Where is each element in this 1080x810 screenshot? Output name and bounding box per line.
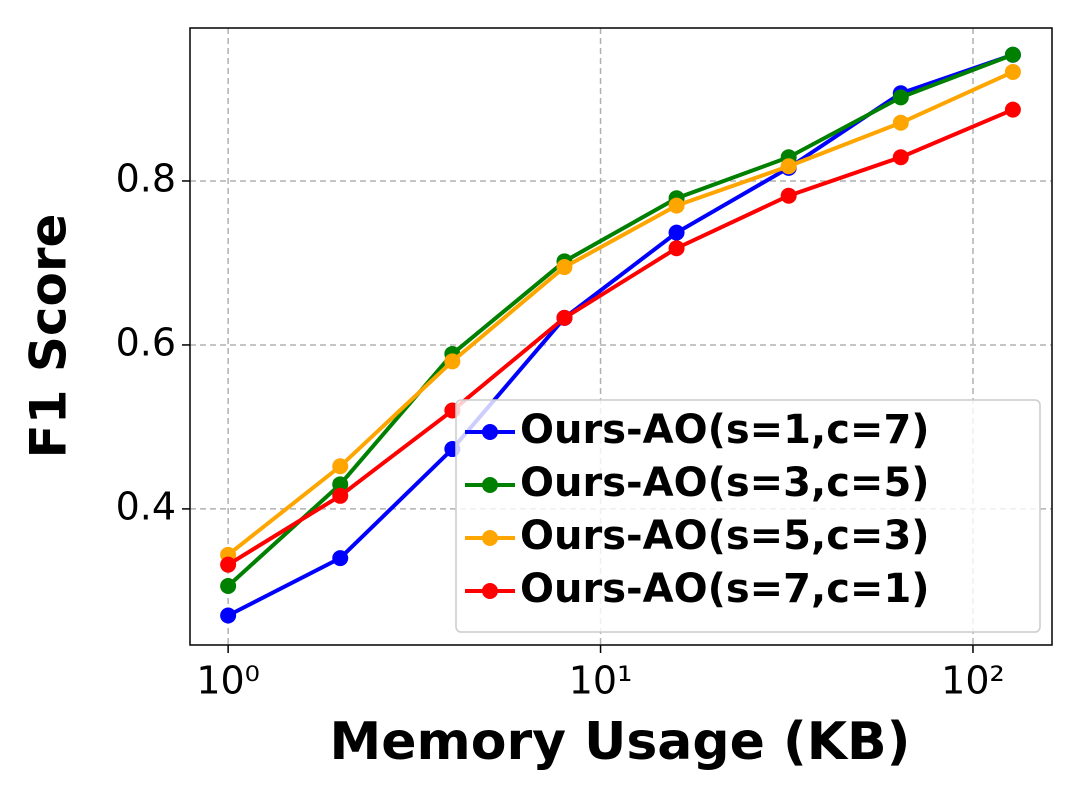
legend-marker [482,530,498,546]
y-tick-label: 0.8 [116,156,176,200]
data-point [892,149,909,166]
series-line [226,70,1014,557]
data-point [220,556,237,573]
data-point [1004,63,1021,80]
data-point [556,309,573,326]
plot-frame [189,27,1053,646]
y-tick-label: 0.4 [116,484,176,528]
legend-label: Ours-AO(s=7,c=1) [520,566,930,612]
series-line [226,52,1014,588]
x-tick-label: 10¹ [569,659,633,703]
data-point [556,259,573,276]
data-point [668,240,685,257]
data-point [1004,101,1021,118]
data-point [220,577,237,594]
y-tick-label: 0.6 [116,320,176,364]
y-axis-label: F1 Score [20,214,78,459]
legend-marker [482,583,498,599]
series-line [227,107,1014,567]
data-point [220,607,237,624]
legend-box [455,399,1041,633]
x-axis-label: Memory Usage (KB) [330,712,911,772]
legend-label: Ours-AO(s=1,c=7) [520,407,930,453]
data-point [332,476,349,493]
data-point [332,550,349,567]
data-point [780,158,797,175]
data-point [1004,46,1021,63]
legend-label: Ours-AO(s=3,c=5) [520,460,930,506]
data-point [332,487,349,504]
legend-marker [482,424,498,440]
legend-label: Ours-AO(s=5,c=3) [520,513,930,559]
data-point [892,114,909,131]
x-tick-label: 10⁰ [196,659,260,703]
data-point [780,187,797,204]
data-point [668,224,685,241]
x-tick-label: 10² [941,659,1005,703]
data-point [444,353,461,370]
data-point [892,89,909,106]
data-point [332,458,349,475]
data-point [668,197,685,214]
legend-marker [482,477,498,493]
